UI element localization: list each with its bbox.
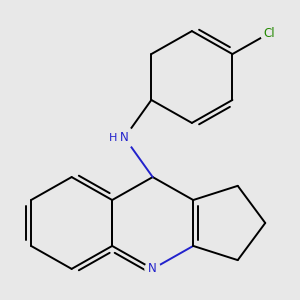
Circle shape	[261, 25, 277, 42]
Circle shape	[114, 127, 135, 148]
Text: N: N	[148, 262, 157, 275]
Text: H: H	[109, 133, 117, 142]
Text: Cl: Cl	[263, 27, 275, 40]
Text: N: N	[120, 131, 129, 144]
Circle shape	[145, 261, 161, 277]
